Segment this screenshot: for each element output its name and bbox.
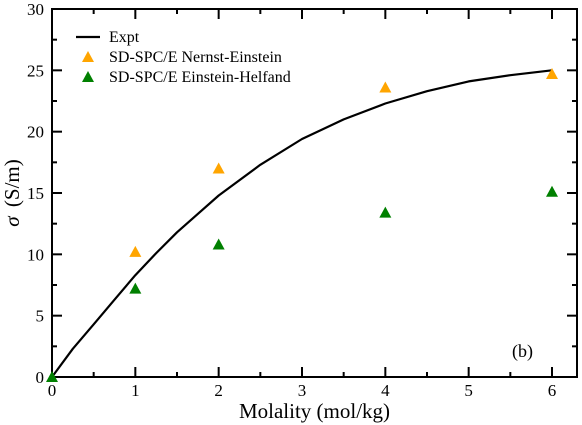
y-tick-label: 0 — [36, 368, 45, 387]
panel-annotation: (b) — [512, 341, 533, 362]
plot-area: 0 1 2 3 4 5 6 0 5 10 15 20 25 30 — [27, 0, 578, 400]
data-point-series-2 — [212, 238, 225, 250]
data-point-series-1 — [546, 68, 558, 80]
legend-marker-swatch — [82, 71, 94, 82]
data-point-series-1 — [129, 245, 142, 257]
x-tick-label: 2 — [214, 381, 223, 400]
x-tick-label: 0 — [48, 381, 57, 400]
y-axis-title: σ (S/m) — [0, 159, 24, 226]
y-tick-label: 5 — [36, 307, 45, 326]
y-tick-label: 25 — [27, 61, 44, 80]
data-point-series-1 — [379, 81, 392, 93]
data-point-series-1 — [212, 162, 225, 174]
data-point-series-2 — [46, 371, 58, 382]
series-line-expt — [51, 69, 553, 378]
legend-label: SD-SPC/E Nernst-Einstein — [109, 49, 282, 66]
x-tick-label: 6 — [548, 381, 557, 400]
x-tick-label: 3 — [298, 381, 307, 400]
y-tick-label: 10 — [27, 245, 44, 264]
y-axis-symbol: σ — [0, 215, 24, 227]
y-tick-label: 20 — [27, 123, 44, 142]
data-point-series-2 — [379, 206, 392, 218]
data-point-series-2 — [129, 282, 142, 294]
x-tick-label: 1 — [131, 381, 140, 400]
data-point-series-2 — [546, 185, 558, 197]
y-tick-label: 30 — [27, 0, 44, 19]
legend: Expt SD-SPC/E Nernst-Einstein SD-SPC/E Ein… — [76, 29, 291, 86]
legend-label: SD-SPC/E Einstein-Helfand — [109, 69, 291, 86]
legend-label: Expt — [109, 29, 140, 46]
y-tick-label: 15 — [27, 184, 44, 203]
x-tick-label: 5 — [464, 381, 473, 400]
x-tick-label: 4 — [381, 381, 390, 400]
legend-marker-swatch — [82, 51, 94, 62]
series-layer — [46, 68, 558, 382]
x-axis-title: Molality (mol/kg) — [239, 399, 390, 423]
y-axis-unit: (S/m) — [0, 159, 24, 207]
